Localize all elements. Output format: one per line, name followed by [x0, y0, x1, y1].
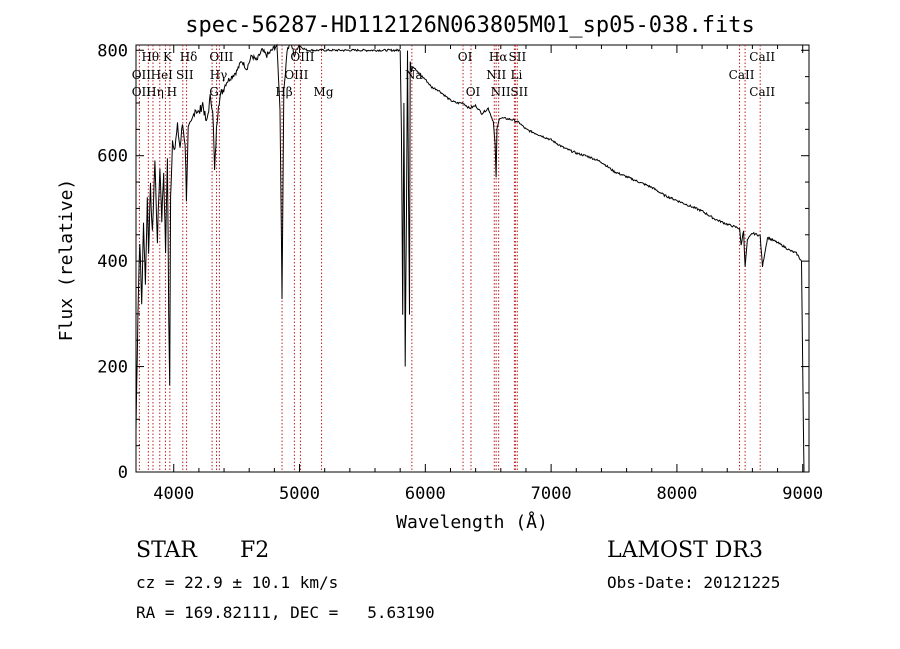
coordinates: RA = 169.82111, DEC = 5.63190: [136, 603, 435, 622]
line-label: Hθ: [141, 50, 159, 64]
line-label: Mg: [314, 85, 334, 99]
line-label: OI: [458, 50, 473, 64]
line-label: SII: [510, 85, 528, 99]
spectrum-chart: spec-56287-HD112126N063805M01_sp05-038.f…: [56, 13, 823, 533]
line-label: CaII: [749, 85, 775, 99]
observation-date: Obs-Date: 20121225: [607, 573, 781, 592]
axis-ticks: 4000 5000 6000 7000 8000 9000 0 200 400 600 800: [97, 41, 823, 504]
line-label: Hα: [489, 50, 508, 64]
line-label: NII: [486, 68, 506, 82]
line-label: CaII: [729, 68, 755, 82]
line-label: Hδ: [180, 50, 198, 64]
emission-line-markers: [138, 45, 761, 472]
x-tick-label: 9000: [782, 484, 823, 504]
line-label: OIII: [290, 50, 314, 64]
x-tick-label: 5000: [279, 484, 320, 504]
object-class: STAR: [136, 538, 197, 563]
line-label: K: [163, 50, 173, 64]
line-label: OIII: [209, 50, 233, 64]
line-label: SII: [176, 68, 194, 82]
object-subclass: F2: [240, 538, 270, 563]
line-label: OII: [132, 68, 152, 82]
x-tick-label: 6000: [405, 484, 446, 504]
line-label: NII: [491, 85, 511, 99]
redshift-velocity: cz = 22.9 ± 10.1 km/s: [136, 573, 339, 592]
line-label: OIII: [284, 68, 308, 82]
line-label: G: [209, 85, 219, 99]
x-axis-label: Wavelength (Å): [396, 511, 548, 533]
x-tick-label: 4000: [153, 484, 194, 504]
x-tick-label: 8000: [656, 484, 697, 504]
y-tick-label: 200: [97, 358, 128, 378]
line-label: HeI: [151, 68, 174, 82]
y-tick-label: 600: [97, 147, 128, 167]
chart-title: spec-56287-HD112126N063805M01_sp05-038.f…: [185, 13, 755, 38]
y-tick-label: 800: [97, 41, 128, 61]
y-axis-label: Flux (relative): [56, 179, 77, 342]
y-tick-label: 400: [97, 252, 128, 272]
line-label: SII: [509, 50, 527, 64]
plot-frame: [135, 44, 810, 473]
survey-name: LAMOST DR3: [607, 538, 763, 563]
line-label: Li: [510, 68, 522, 82]
line-label: CaII: [749, 50, 775, 64]
line-label: OII: [132, 85, 152, 99]
line-label: H: [167, 85, 177, 99]
y-tick-label: 0: [118, 463, 128, 483]
spectrum-line: [135, 43, 805, 473]
line-label: OI: [466, 85, 481, 99]
line-label: Hη: [146, 85, 164, 99]
x-tick-label: 7000: [531, 484, 572, 504]
line-label: Hγ: [210, 68, 228, 82]
line-label: Na: [405, 68, 423, 82]
